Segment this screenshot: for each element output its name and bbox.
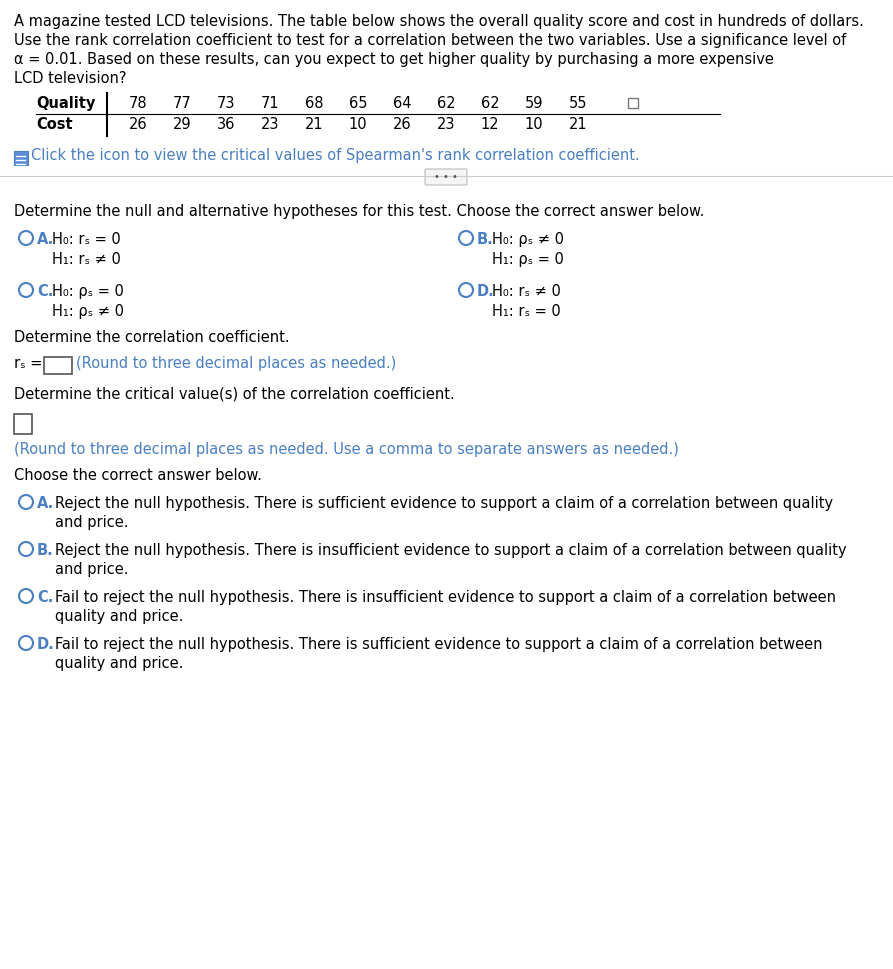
Text: Click the icon to view the critical values of Spearman's rank correlation coeffi: Click the icon to view the critical valu… (31, 148, 639, 163)
Text: 73: 73 (217, 96, 235, 111)
Text: Reject the null hypothesis. There is insufficient evidence to support a claim of: Reject the null hypothesis. There is ins… (55, 543, 847, 558)
Text: Determine the critical value(s) of the correlation coefficient.: Determine the critical value(s) of the c… (14, 386, 455, 401)
Text: (Round to three decimal places as needed.): (Round to three decimal places as needed… (76, 356, 396, 371)
Text: and price.: and price. (55, 562, 129, 577)
Text: D.: D. (477, 284, 495, 299)
Text: 21: 21 (569, 117, 588, 132)
Text: Cost: Cost (36, 117, 72, 132)
Bar (628, 98, 638, 108)
Text: 10: 10 (348, 117, 367, 132)
Text: C.: C. (37, 590, 54, 605)
Text: α = 0.01. Based on these results, can you expect to get higher quality by purcha: α = 0.01. Based on these results, can yo… (14, 52, 774, 67)
Text: Determine the null and alternative hypotheses for this test. Choose the correct : Determine the null and alternative hypot… (14, 204, 705, 219)
Text: H₀: rₛ ≠ 0: H₀: rₛ ≠ 0 (492, 284, 561, 299)
Text: quality and price.: quality and price. (55, 656, 183, 671)
Text: 59: 59 (525, 96, 543, 111)
Text: A magazine tested LCD televisions. The table below shows the overall quality sco: A magazine tested LCD televisions. The t… (14, 14, 864, 29)
Bar (14, 151, 28, 165)
Text: Quality: Quality (36, 96, 96, 111)
Text: 55: 55 (569, 96, 588, 111)
Text: Fail to reject the null hypothesis. There is insufficient evidence to support a : Fail to reject the null hypothesis. Ther… (55, 590, 836, 605)
Text: 36: 36 (217, 117, 235, 132)
Text: C.: C. (37, 284, 54, 299)
Text: 65: 65 (349, 96, 367, 111)
Text: H₀: rₛ = 0: H₀: rₛ = 0 (52, 232, 121, 247)
FancyBboxPatch shape (425, 169, 467, 185)
Text: Reject the null hypothesis. There is sufficient evidence to support a claim of a: Reject the null hypothesis. There is suf… (55, 496, 833, 511)
Text: 21: 21 (305, 117, 323, 132)
Text: 78: 78 (129, 96, 147, 111)
Text: 64: 64 (393, 96, 412, 111)
Text: 29: 29 (172, 117, 191, 132)
Text: 26: 26 (129, 117, 147, 132)
Text: LCD television?: LCD television? (14, 71, 127, 86)
Text: Determine the correlation coefficient.: Determine the correlation coefficient. (14, 330, 289, 345)
Text: Use the rank correlation coefficient to test for a correlation between the two v: Use the rank correlation coefficient to … (14, 33, 847, 48)
Text: D.: D. (37, 637, 54, 652)
Text: 62: 62 (437, 96, 455, 111)
Text: 12: 12 (480, 117, 499, 132)
Text: 68: 68 (305, 96, 323, 111)
Text: A.: A. (37, 496, 54, 511)
Text: H₀: ρₛ ≠ 0: H₀: ρₛ ≠ 0 (492, 232, 564, 247)
Text: H₁: ρₛ = 0: H₁: ρₛ = 0 (492, 252, 563, 267)
Text: 23: 23 (261, 117, 280, 132)
Text: Choose the correct answer below.: Choose the correct answer below. (14, 468, 262, 483)
Text: H₀: ρₛ = 0: H₀: ρₛ = 0 (52, 284, 124, 299)
Text: H₁: rₛ = 0: H₁: rₛ = 0 (492, 304, 561, 319)
Text: 10: 10 (525, 117, 543, 132)
Text: quality and price.: quality and price. (55, 609, 183, 624)
Text: B.: B. (477, 232, 494, 247)
Text: H₁: ρₛ ≠ 0: H₁: ρₛ ≠ 0 (52, 304, 124, 319)
Text: H₁: rₛ ≠ 0: H₁: rₛ ≠ 0 (52, 252, 121, 267)
Text: • • •: • • • (434, 172, 458, 182)
Bar (44, 357, 72, 374)
Text: 62: 62 (480, 96, 499, 111)
Text: 26: 26 (393, 117, 412, 132)
Text: 23: 23 (437, 117, 455, 132)
Bar (14, 414, 32, 434)
Text: (Round to three decimal places as needed. Use a comma to separate answers as nee: (Round to three decimal places as needed… (14, 442, 679, 457)
Text: rₛ =: rₛ = (14, 356, 42, 371)
Text: Fail to reject the null hypothesis. There is sufficient evidence to support a cl: Fail to reject the null hypothesis. Ther… (55, 637, 822, 652)
Text: 77: 77 (172, 96, 191, 111)
Text: and price.: and price. (55, 515, 129, 530)
Text: A.: A. (37, 232, 54, 247)
Text: 71: 71 (261, 96, 280, 111)
Text: B.: B. (37, 543, 54, 558)
